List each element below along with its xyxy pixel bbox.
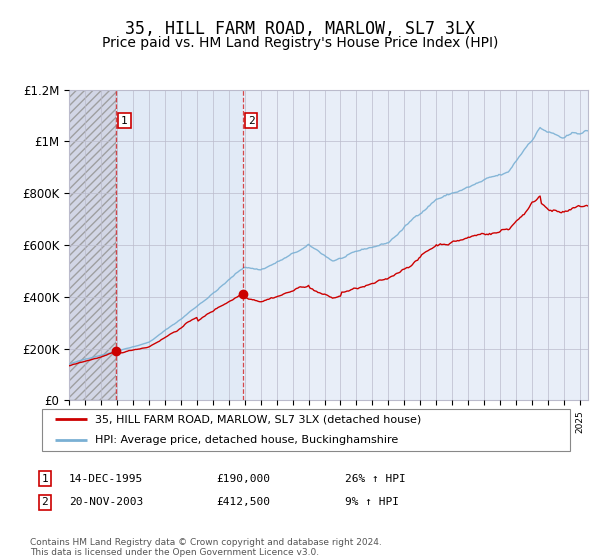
Text: £190,000: £190,000 bbox=[216, 474, 270, 484]
Text: 35, HILL FARM ROAD, MARLOW, SL7 3LX (detached house): 35, HILL FARM ROAD, MARLOW, SL7 3LX (det… bbox=[95, 414, 421, 424]
Bar bbox=[116, 90, 243, 400]
Text: Contains HM Land Registry data © Crown copyright and database right 2024.
This d: Contains HM Land Registry data © Crown c… bbox=[30, 538, 382, 557]
Text: £412,500: £412,500 bbox=[216, 497, 270, 507]
Text: 14-DEC-1995: 14-DEC-1995 bbox=[69, 474, 143, 484]
FancyBboxPatch shape bbox=[42, 409, 570, 451]
Text: 35, HILL FARM ROAD, MARLOW, SL7 3LX: 35, HILL FARM ROAD, MARLOW, SL7 3LX bbox=[125, 20, 475, 38]
Text: 2: 2 bbox=[248, 116, 254, 125]
Text: 20-NOV-2003: 20-NOV-2003 bbox=[69, 497, 143, 507]
Text: 1: 1 bbox=[121, 116, 128, 125]
Text: 1: 1 bbox=[41, 474, 49, 484]
Bar bbox=[69, 90, 116, 400]
Text: HPI: Average price, detached house, Buckinghamshire: HPI: Average price, detached house, Buck… bbox=[95, 435, 398, 445]
Text: 26% ↑ HPI: 26% ↑ HPI bbox=[345, 474, 406, 484]
Text: 9% ↑ HPI: 9% ↑ HPI bbox=[345, 497, 399, 507]
Text: 2: 2 bbox=[41, 497, 49, 507]
Text: Price paid vs. HM Land Registry's House Price Index (HPI): Price paid vs. HM Land Registry's House … bbox=[102, 36, 498, 50]
